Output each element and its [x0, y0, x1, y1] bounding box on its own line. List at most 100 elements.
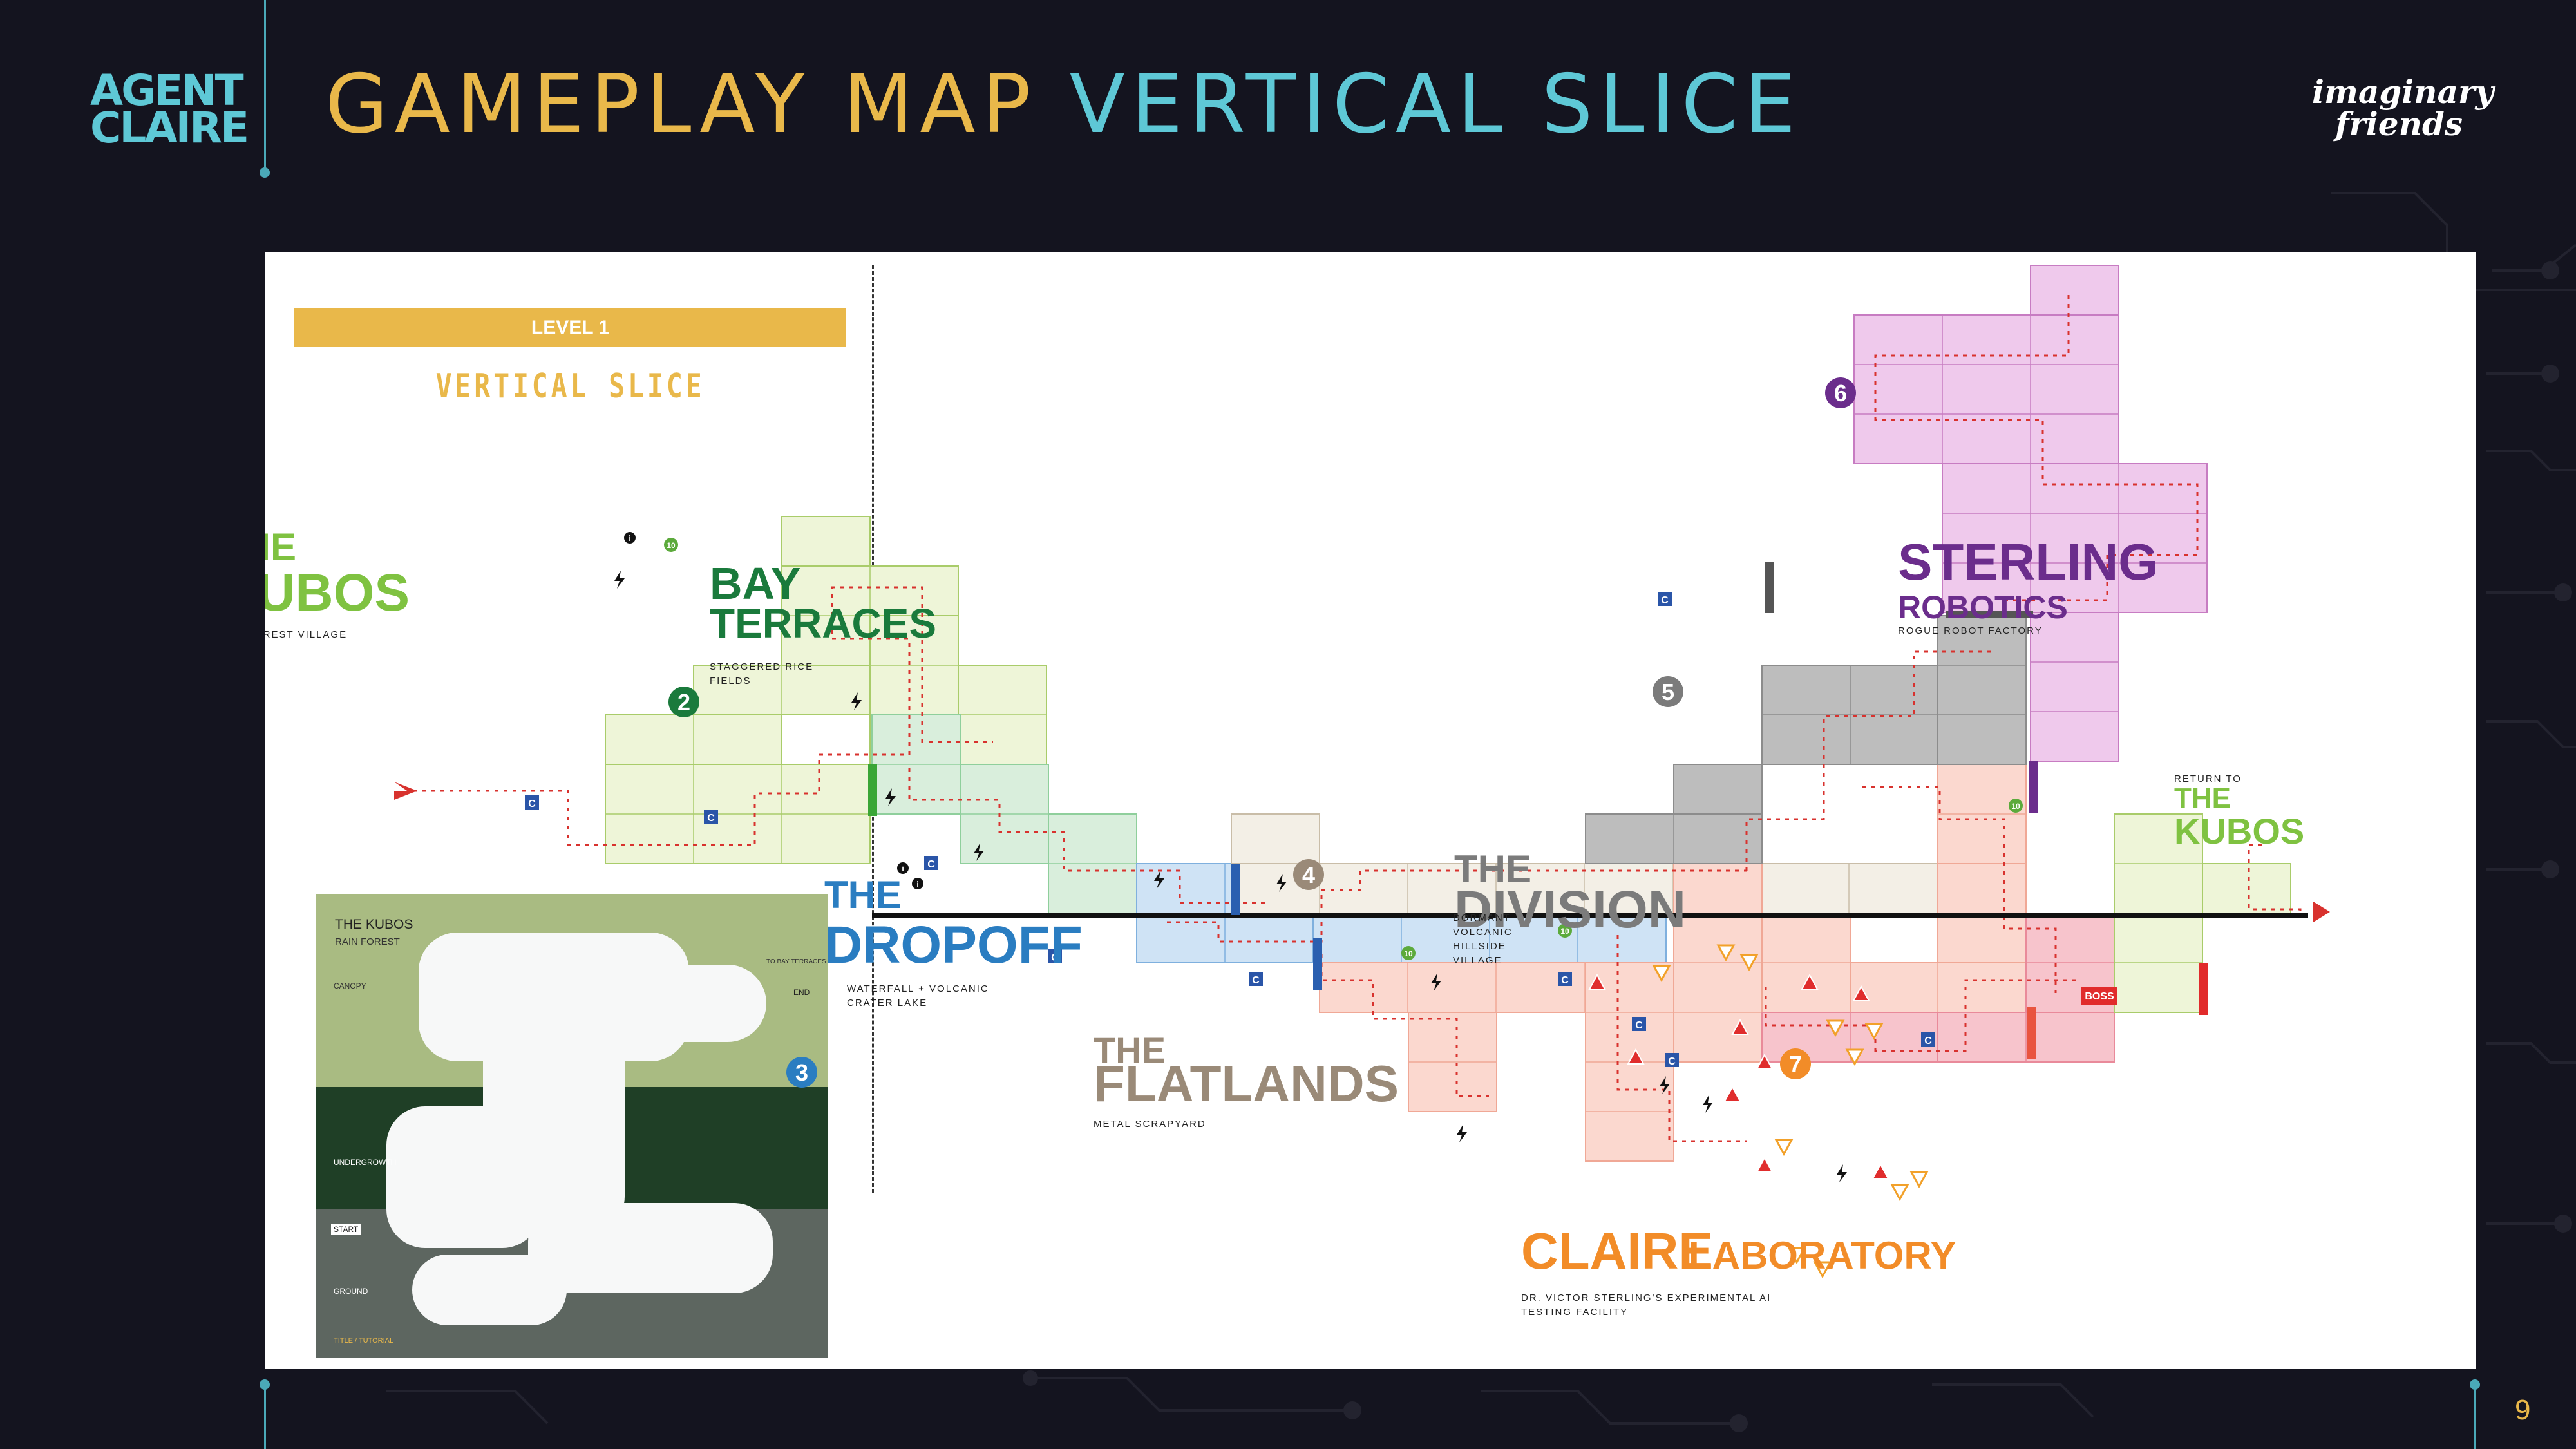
zone-name-line2: TERRACES — [710, 600, 936, 647]
shield-icon — [1787, 1247, 1806, 1265]
header-divider-dot — [260, 167, 270, 178]
sterling-cell — [1853, 314, 2119, 464]
zone-name-line1: THE — [1094, 1030, 1166, 1070]
shield-icon — [1909, 1171, 1929, 1189]
collectible-label: C — [1635, 1020, 1643, 1031]
route-path — [1765, 979, 2081, 1052]
collectible-icon — [1048, 949, 1062, 963]
route-path — [1874, 291, 2199, 601]
hazard-icon — [1627, 1048, 1645, 1065]
zone-description: STAGGERED RICE FIELDS — [710, 661, 813, 687]
checkpoint-icon — [664, 538, 678, 552]
footer-left-line — [264, 1385, 266, 1449]
title-part-vertical-slice: VERTICAL SLICE — [1069, 57, 1803, 151]
lightning-icon — [614, 571, 625, 589]
end-arrow — [2313, 902, 2330, 922]
sterling-cell — [2030, 612, 2119, 762]
return-label-line3: KUBOS — [2174, 811, 2304, 851]
lightning-icon — [1703, 1095, 1713, 1113]
zone-number-badge — [1653, 676, 1683, 707]
zone-description: ROGUE ROBOT FACTORY — [1898, 625, 2043, 636]
collectible-icon — [525, 795, 539, 810]
collectible-label: C — [1924, 1036, 1932, 1046]
division-cell — [1673, 764, 1763, 815]
lightning-icon — [1154, 871, 1164, 889]
level-banner: LEVEL 1 — [294, 308, 846, 347]
zone-gate — [1946, 611, 2033, 618]
hazard-icon — [1801, 973, 1819, 990]
zone-gate — [1765, 562, 1774, 613]
lightning-icon — [1276, 874, 1287, 892]
start-arrow — [394, 782, 417, 800]
map-panel: LEVEL 1 VERTICAL SLICE THE KUBOS RAIN FO… — [265, 252, 2476, 1369]
zone-name-line2: FLATLANDS — [1094, 1055, 1399, 1112]
lightning-icon — [886, 788, 896, 806]
checkpoint-icon — [1558, 923, 1572, 938]
info-label: i — [629, 534, 630, 543]
collectible-icon — [1665, 1053, 1679, 1067]
zone-number: 4 — [1302, 862, 1315, 888]
lightning-icon — [1660, 1076, 1670, 1094]
hazard-icon — [1731, 1018, 1749, 1035]
zone-number-badge — [1293, 859, 1324, 890]
zone-name-line2: ROBOTICS — [1898, 589, 2068, 625]
shield-icon — [1890, 1184, 1909, 1202]
agent-claire-logo: AGENT CLAIRE — [90, 66, 249, 153]
zone-number: 6 — [1834, 380, 1847, 406]
route-path — [1616, 935, 1747, 1142]
shield-icon — [1845, 1048, 1864, 1066]
zone-description: DORMANT VOLCANIC HILLSIDE VILLAGE — [1453, 913, 1513, 966]
zone-name-line2: DIVISION — [1454, 880, 1686, 939]
zone-number-badge — [1825, 377, 1856, 408]
lightning-icon — [851, 692, 862, 710]
imaginary-friends-logo: imaginary friends — [2312, 73, 2494, 143]
inset-label-undergrowth: UNDERGROWTH — [334, 1158, 397, 1167]
inset-cave-shape — [386, 1106, 541, 1248]
zone-name-line2: DROPOFF — [824, 916, 1083, 974]
zone-name-line1: THE — [824, 873, 902, 916]
page-title: GAMEPLAY MAP VERTICAL SLICE — [325, 59, 1802, 149]
shield-icon — [1652, 965, 1671, 983]
collectible-icon — [924, 856, 938, 870]
lightning-icon — [974, 843, 984, 861]
zone-name-line1: STERLING — [1898, 533, 2158, 591]
zone-number-badge — [668, 687, 699, 717]
collectible-icon — [1921, 1032, 1935, 1046]
info-label: i — [902, 864, 904, 873]
lightning-icon — [1837, 1164, 1847, 1182]
info-icon — [912, 878, 923, 889]
shield-icon — [1739, 954, 1759, 972]
zone-number-badge — [1780, 1048, 1811, 1079]
zone-number-badge — [786, 1057, 817, 1088]
shield-icon — [1864, 1023, 1884, 1041]
zone-gate — [2027, 1007, 2036, 1059]
hazard-icon — [1871, 1162, 1889, 1179]
lightning-icon — [1457, 1124, 1467, 1142]
zone-gate — [1313, 938, 1322, 990]
route-path — [1862, 786, 2057, 993]
collectible-icon — [704, 810, 718, 824]
checkpoint-label: 10 — [667, 541, 676, 550]
lightning-icon — [1431, 973, 1441, 991]
collectible-label: C — [528, 799, 536, 810]
collectible-icon — [1558, 972, 1572, 986]
inset-title: THE KUBOS — [335, 917, 413, 932]
zone-name-line1: THE — [1454, 848, 1531, 891]
zone-number: 2 — [677, 689, 690, 715]
hazard-icon — [1588, 973, 1606, 990]
shield-icon — [1774, 1139, 1794, 1157]
zone-name-line2: LABORATORY — [1689, 1234, 1956, 1277]
route-path — [413, 586, 993, 846]
inset-cave-shape — [412, 1255, 567, 1325]
zone-name-line1: BAY — [710, 558, 800, 609]
collectible-label: C — [1661, 595, 1669, 606]
title-part-gameplay-map: GAMEPLAY MAP — [325, 57, 1037, 151]
checkpoint-label: 10 — [2011, 802, 2020, 811]
boss-label: BOSS — [2085, 991, 2114, 1002]
collectible-label: C — [1561, 975, 1569, 986]
zone-description: WATERFALL + VOLCANIC CRATER LAKE — [847, 983, 989, 1009]
checkpoint-label: 10 — [1560, 927, 1569, 936]
zone-name-line2: KUBOS — [265, 564, 410, 622]
